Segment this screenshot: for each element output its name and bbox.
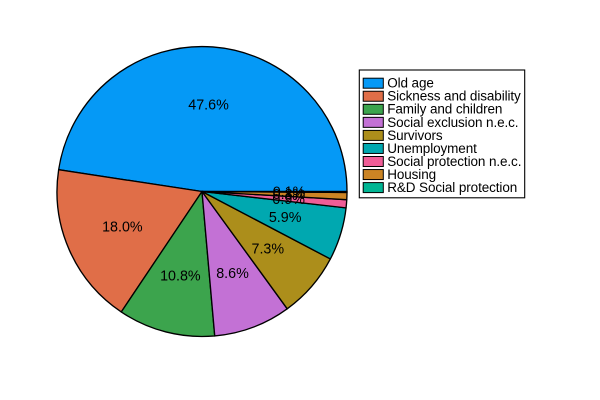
svg-text:Social exclusion n.e.c.: Social exclusion n.e.c. (387, 115, 518, 130)
svg-text:Unemployment: Unemployment (387, 141, 477, 156)
svg-text:47.6%: 47.6% (188, 98, 229, 114)
svg-text:10.8%: 10.8% (160, 269, 201, 285)
svg-text:8.6%: 8.6% (216, 266, 249, 282)
svg-text:Social protection n.e.c.: Social protection n.e.c. (387, 154, 521, 169)
svg-text:R&D Social protection: R&D Social protection (387, 180, 517, 195)
svg-text:18.0%: 18.0% (102, 219, 143, 235)
svg-text:Sickness and disability: Sickness and disability (387, 89, 521, 104)
svg-text:0.8%: 0.8% (273, 187, 306, 203)
svg-text:0.9%: 0.9% (272, 192, 305, 208)
svg-text:Old age: Old age (387, 76, 434, 91)
svg-text:Family and children: Family and children (387, 102, 502, 117)
svg-text:Housing: Housing (387, 167, 436, 182)
svg-text:0.1%: 0.1% (273, 185, 306, 201)
svg-text:5.9%: 5.9% (269, 210, 302, 226)
svg-text:7.3%: 7.3% (252, 241, 285, 257)
svg-text:Survivors: Survivors (387, 128, 443, 143)
